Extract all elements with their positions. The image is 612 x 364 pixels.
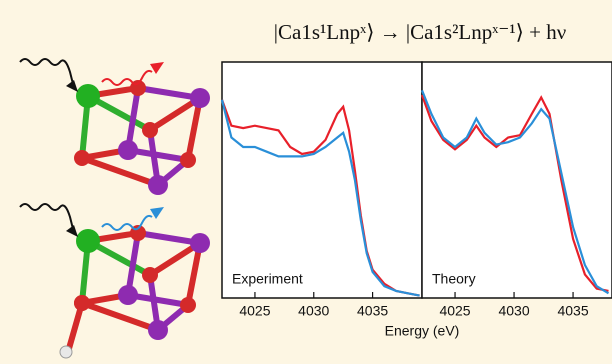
x-tick-label: 4035 [357,303,388,319]
x-tick-label: 4025 [439,303,470,319]
plot-frame [222,62,422,298]
page: |Ca1s¹Lnpˣ⟩ → |Ca1s²Lnpˣ⁻¹⟩ + hν 4025 403… [0,0,612,364]
chart-title: |Ca1s¹Lnpˣ⟩ → |Ca1s²Lnpˣ⁻¹⟩ + hν [274,20,566,44]
x-tick-label: 4025 [239,303,270,319]
molecule-bottom [20,204,210,358]
x-axis-label: Energy (eV) [385,323,460,339]
molecule-top [20,59,210,195]
panel-label: Experiment [232,271,303,287]
x-tick-label: 4030 [298,303,329,319]
x-tick-label: 4030 [498,303,529,319]
panel-label: Theory [432,271,476,287]
figure: |Ca1s¹Lnpˣ⟩ → |Ca1s²Lnpˣ⁻¹⟩ + hν 4025 403… [0,0,612,364]
x-tick-label: 4035 [557,303,588,319]
